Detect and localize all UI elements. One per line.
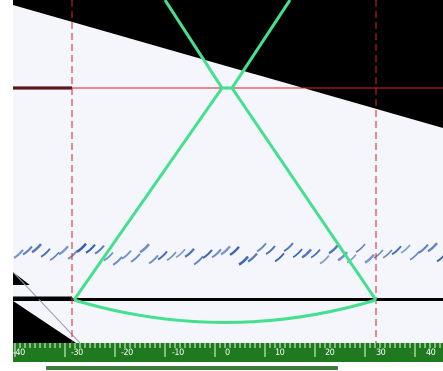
indication-echo xyxy=(256,242,267,253)
position-ruler[interactable]: -40 -30 -20 -10 0 10 20 30 40 xyxy=(13,343,443,362)
indication-echo xyxy=(76,242,88,253)
indication-echo xyxy=(184,248,195,258)
indication-echo xyxy=(85,244,96,254)
ruler-label-10: 10 xyxy=(275,348,285,358)
indication-echo xyxy=(94,245,105,255)
indication-echo xyxy=(220,245,231,256)
indication-echo xyxy=(337,251,348,262)
indication-echo xyxy=(238,255,250,266)
indication-echo xyxy=(148,254,159,265)
indication-echo xyxy=(319,254,330,265)
backwall-gap xyxy=(13,285,70,300)
indication-echo xyxy=(391,245,402,256)
indication-echo xyxy=(265,245,276,255)
specimen-edge xyxy=(12,271,81,344)
indication-echo xyxy=(193,255,204,266)
indication-echo xyxy=(247,252,258,263)
indication-echo xyxy=(175,248,186,259)
indication-echo xyxy=(13,249,24,259)
indication-echo xyxy=(283,242,294,252)
lower-left-void xyxy=(13,301,76,343)
indication-echo xyxy=(40,248,51,258)
ruler-label-minus20: -20 xyxy=(121,348,133,358)
horizontal-scrollbar[interactable] xyxy=(13,363,443,371)
indication-echo xyxy=(301,248,312,259)
left-bar xyxy=(0,0,13,371)
indication-echo xyxy=(427,242,438,253)
indication-echo xyxy=(211,248,222,259)
indication-echo xyxy=(373,249,384,259)
indication-echo xyxy=(346,254,357,264)
indication-echo xyxy=(157,250,168,261)
indication-echo xyxy=(382,249,393,259)
indication-echo xyxy=(130,253,141,263)
scrollbar-thumb[interactable] xyxy=(46,366,338,370)
indication-echo xyxy=(166,251,177,261)
indication-echo xyxy=(202,249,213,259)
indication-echo xyxy=(139,243,151,254)
fan-arc xyxy=(73,298,377,324)
indication-echo xyxy=(22,245,33,256)
ruler-label-minus40: -40 xyxy=(13,348,25,358)
ruler-ticks xyxy=(14,343,441,357)
ruler-label-minus10: -10 xyxy=(172,348,184,358)
indication-echo xyxy=(229,246,240,256)
indication-echo xyxy=(409,251,420,261)
indication-echo xyxy=(31,243,42,254)
indication-echo xyxy=(274,252,285,263)
ruler-label-20: 20 xyxy=(325,348,335,358)
indication-echo xyxy=(112,256,123,266)
indication-echo xyxy=(121,250,132,260)
indication-echo xyxy=(310,249,321,259)
indication-band xyxy=(13,242,443,266)
indication-echo xyxy=(364,253,375,264)
backwall-line xyxy=(13,298,443,301)
indication-echo xyxy=(103,251,114,262)
indication-echo xyxy=(328,244,339,255)
sector-fan[interactable] xyxy=(72,0,378,324)
indication-echo xyxy=(400,244,411,254)
indication-echo xyxy=(58,245,69,256)
ruler-label-30: 30 xyxy=(376,348,386,358)
indication-echo xyxy=(355,243,366,253)
ruler-label-0: 0 xyxy=(225,348,230,358)
indication-echo xyxy=(418,243,429,254)
indication-echo xyxy=(292,248,303,258)
indication-echo xyxy=(436,255,443,263)
indication-echo xyxy=(49,251,60,261)
ruler-label-40: 40 xyxy=(426,348,436,358)
ruler-label-minus30: -30 xyxy=(71,348,83,358)
